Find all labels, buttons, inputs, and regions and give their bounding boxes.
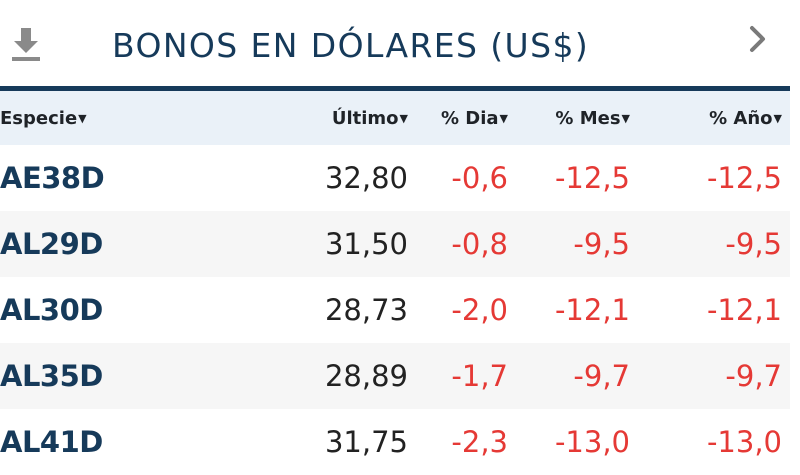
sort-caret-icon: ▼	[621, 111, 630, 125]
cell-especie[interactable]: AL29D	[0, 211, 200, 277]
column-header-ultimo[interactable]: Último▼	[200, 91, 408, 145]
cell-ultimo: 28,89	[200, 343, 408, 409]
widget-title: BONOS EN DÓLARES (US$)	[112, 26, 590, 65]
column-header-especie[interactable]: Especie▼	[0, 91, 200, 145]
cell-anio: -9,5	[630, 211, 790, 277]
cell-especie[interactable]: AL41D	[0, 409, 200, 475]
table-row[interactable]: AL29D 31,50 -0,8 -9,5 -9,5	[0, 211, 790, 277]
column-header-anio[interactable]: % Año▼	[630, 91, 790, 145]
column-header-mes[interactable]: % Mes▼	[508, 91, 630, 145]
table-row[interactable]: AL41D 31,75 -2,3 -13,0 -13,0	[0, 409, 790, 475]
download-icon	[12, 28, 40, 61]
cell-ultimo: 31,50	[200, 211, 408, 277]
chevron-right-icon	[750, 26, 765, 52]
sort-caret-icon: ▼	[773, 111, 782, 125]
download-button[interactable]	[8, 24, 44, 64]
cell-mes: -12,5	[508, 145, 630, 211]
cell-dia: -1,7	[408, 343, 508, 409]
sort-caret-icon: ▼	[399, 111, 408, 125]
cell-anio: -13,0	[630, 409, 790, 475]
cell-especie[interactable]: AL30D	[0, 277, 200, 343]
cell-dia: -0,6	[408, 145, 508, 211]
cell-especie[interactable]: AE38D	[0, 145, 200, 211]
cell-mes: -12,1	[508, 277, 630, 343]
cell-ultimo: 31,75	[200, 409, 408, 475]
bonds-table: Especie▼ Último▼ % Dia▼ % Mes▼ % Año▼ AE…	[0, 91, 790, 475]
cell-dia: -2,0	[408, 277, 508, 343]
cell-mes: -9,7	[508, 343, 630, 409]
cell-anio: -12,5	[630, 145, 790, 211]
cell-dia: -0,8	[408, 211, 508, 277]
column-header-dia[interactable]: % Dia▼	[408, 91, 508, 145]
cell-dia: -2,3	[408, 409, 508, 475]
table-row[interactable]: AL30D 28,73 -2,0 -12,1 -12,1	[0, 277, 790, 343]
table-row[interactable]: AL35D 28,89 -1,7 -9,7 -9,7	[0, 343, 790, 409]
sort-caret-icon: ▼	[78, 111, 87, 125]
cell-anio: -12,1	[630, 277, 790, 343]
cell-mes: -13,0	[508, 409, 630, 475]
next-widget-button[interactable]	[744, 22, 770, 56]
sort-caret-icon: ▼	[499, 111, 508, 125]
cell-ultimo: 32,80	[200, 145, 408, 211]
cell-ultimo: 28,73	[200, 277, 408, 343]
table-row[interactable]: AE38D 32,80 -0,6 -12,5 -12,5	[0, 145, 790, 211]
cell-anio: -9,7	[630, 343, 790, 409]
cell-mes: -9,5	[508, 211, 630, 277]
widget-header: BONOS EN DÓLARES (US$)	[0, 0, 790, 91]
cell-especie[interactable]: AL35D	[0, 343, 200, 409]
table-header-row: Especie▼ Último▼ % Dia▼ % Mes▼ % Año▼	[0, 91, 790, 145]
